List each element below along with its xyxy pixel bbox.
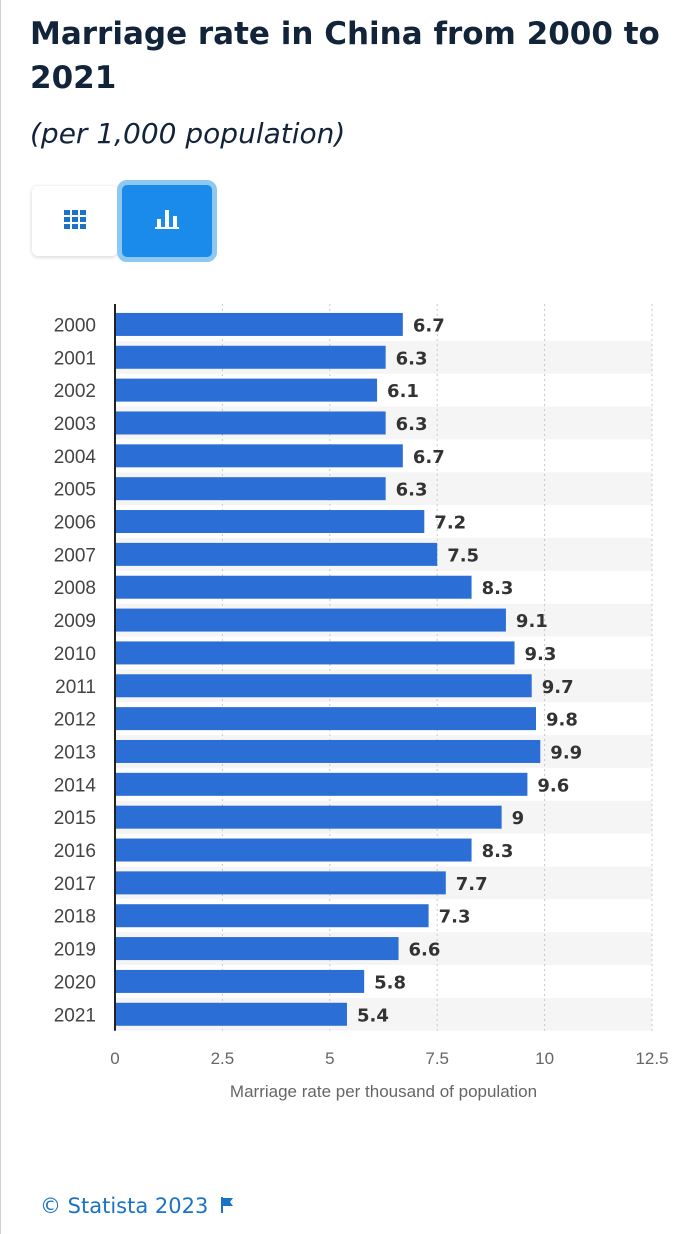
bar-value-label: 7.7 (456, 874, 488, 895)
bar-value-label: 9.9 (550, 742, 582, 763)
category-label: 2004 (54, 447, 97, 468)
category-label: 2000 (54, 315, 96, 336)
bar-value-label: 7.3 (439, 907, 471, 928)
bar-value-label: 9 (512, 808, 525, 829)
bar[interactable] (115, 871, 446, 895)
bar-value-label: 6.7 (413, 315, 445, 336)
category-label: 2021 (54, 1005, 96, 1026)
bar[interactable] (115, 805, 502, 829)
bar[interactable] (115, 378, 378, 402)
category-label: 2003 (54, 414, 96, 435)
category-label: 2001 (54, 348, 96, 369)
bar-value-label: 8.3 (482, 841, 514, 862)
chart-view-button[interactable] (117, 180, 217, 262)
bar-value-label: 5.8 (374, 972, 406, 993)
category-label: 2008 (54, 578, 96, 599)
bar[interactable] (115, 904, 429, 928)
x-tick-label: 2.5 (211, 1049, 235, 1068)
x-tick-label: 12.5 (635, 1049, 668, 1068)
x-axis-title: Marriage rate per thousand of population (230, 1082, 537, 1101)
bar-value-label: 6.3 (396, 348, 428, 369)
category-label: 2005 (54, 480, 96, 501)
bar[interactable] (115, 575, 472, 599)
bar[interactable] (115, 969, 365, 993)
bar[interactable] (115, 444, 403, 468)
category-label: 2006 (54, 513, 96, 534)
x-tick-label: 0 (110, 1049, 119, 1068)
category-label: 2014 (54, 775, 97, 796)
bar-value-label: 9.1 (516, 611, 548, 632)
page-edge (0, 0, 1, 1234)
category-label: 2012 (54, 710, 96, 731)
bar[interactable] (115, 542, 438, 566)
bar-value-label: 6.3 (396, 480, 428, 501)
x-tick-label: 5 (325, 1049, 334, 1068)
bar-value-label: 7.5 (447, 545, 479, 566)
bar-value-label: 9.8 (546, 710, 578, 731)
category-label: 2011 (55, 677, 96, 698)
category-label: 2015 (54, 808, 96, 829)
bar[interactable] (115, 312, 403, 336)
chart-title: Marriage rate in China from 2000 to 2021 (30, 16, 660, 96)
category-label: 2013 (54, 742, 96, 763)
bar[interactable] (115, 477, 386, 501)
bar-value-label: 6.1 (387, 381, 419, 402)
bar[interactable] (115, 1002, 347, 1026)
bar[interactable] (115, 838, 472, 862)
category-label: 2010 (54, 644, 96, 665)
bar-value-label: 9.7 (542, 677, 574, 698)
bar[interactable] (115, 641, 515, 665)
bar-chart: 6.76.36.16.36.76.37.27.58.39.19.39.79.89… (54, 304, 669, 1101)
bar[interactable] (115, 674, 532, 698)
bar[interactable] (115, 937, 399, 961)
bar-value-label: 9.6 (537, 775, 569, 796)
x-tick-label: 10 (535, 1049, 554, 1068)
category-label: 2018 (54, 907, 96, 928)
bar[interactable] (115, 345, 386, 369)
chart-subtitle: (per 1,000 population) (30, 117, 346, 150)
category-label: 2007 (54, 545, 96, 566)
table-view-button[interactable] (32, 186, 118, 256)
category-label: 2009 (54, 611, 96, 632)
category-label: 2020 (54, 972, 96, 993)
bar[interactable] (115, 707, 537, 731)
bar[interactable] (115, 510, 425, 534)
category-label: 2019 (54, 940, 96, 961)
bar-value-label: 6.6 (409, 940, 441, 961)
bar[interactable] (115, 411, 386, 435)
bar[interactable] (115, 739, 541, 763)
bar-chart-icon (155, 208, 179, 235)
category-label: 2002 (54, 381, 96, 402)
bar[interactable] (115, 608, 506, 632)
bar-value-label: 7.2 (434, 513, 466, 534)
statista-copyright-link[interactable]: © Statista 2023 (40, 1194, 209, 1218)
table-grid-icon (63, 209, 87, 234)
bar-value-label: 6.3 (396, 414, 428, 435)
bar-value-label: 6.7 (413, 447, 445, 468)
footer: © Statista 2023 (40, 1192, 234, 1220)
bar-value-label: 8.3 (482, 578, 514, 599)
bar-value-label: 9.3 (525, 644, 557, 665)
category-label: 2016 (54, 841, 96, 862)
x-tick-label: 7.5 (425, 1049, 449, 1068)
flag-icon[interactable] (220, 1192, 234, 1220)
bar[interactable] (115, 772, 528, 796)
category-label: 2017 (54, 874, 96, 895)
bar-value-label: 5.4 (357, 1005, 389, 1026)
